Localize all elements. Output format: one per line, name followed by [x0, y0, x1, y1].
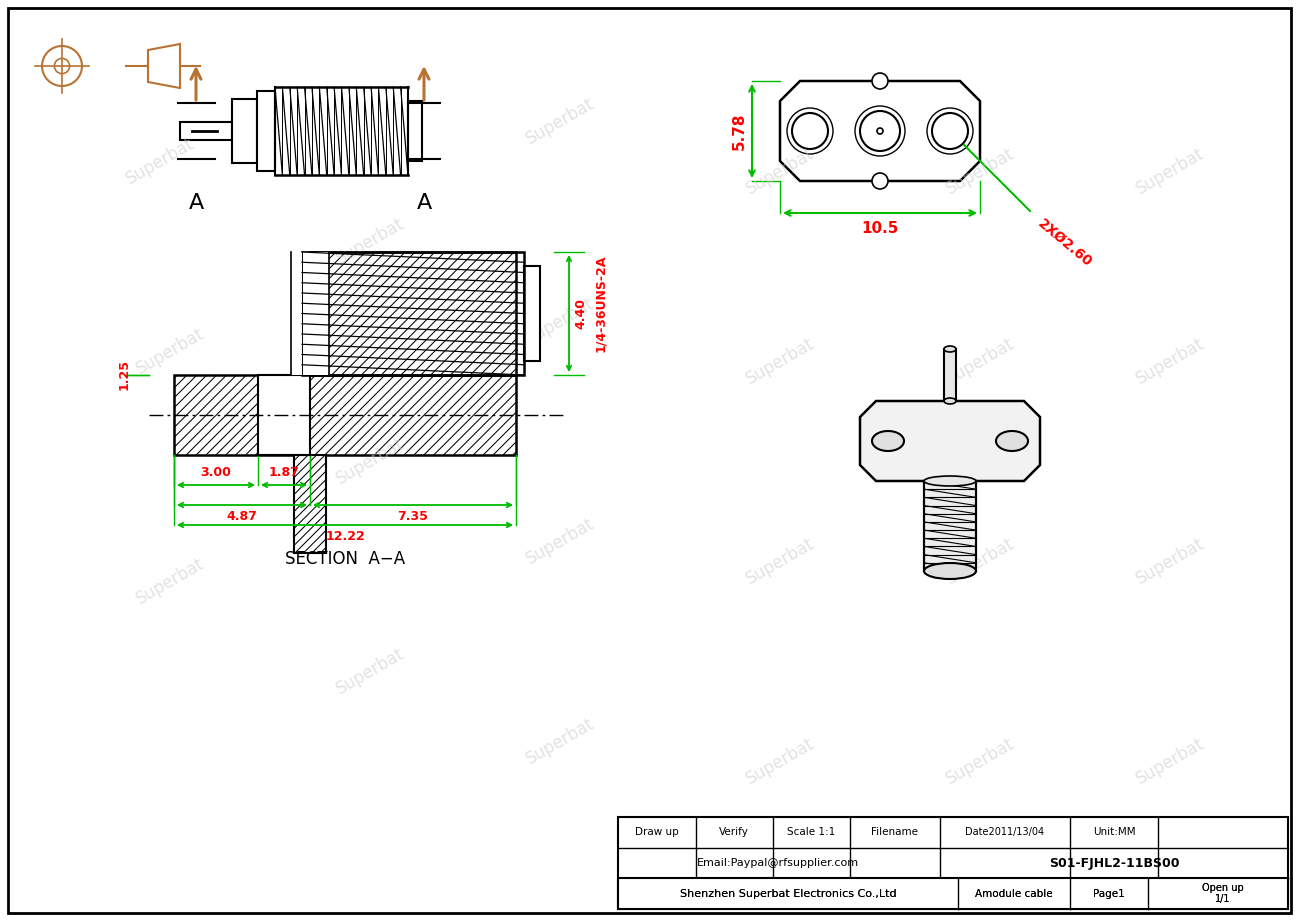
Text: Superbat: Superbat — [743, 734, 817, 787]
Circle shape — [860, 111, 900, 151]
Text: Superbat: Superbat — [1133, 534, 1207, 588]
Text: Superbat: Superbat — [943, 534, 1017, 588]
Text: Unit:MM: Unit:MM — [1092, 827, 1135, 837]
Text: Draw up: Draw up — [635, 827, 679, 837]
Text: Amodule cable: Amodule cable — [976, 889, 1052, 899]
Text: Scale 1:1: Scale 1:1 — [787, 827, 835, 837]
Text: Amodule cable: Amodule cable — [976, 889, 1052, 899]
Ellipse shape — [944, 398, 956, 404]
Text: Superbat: Superbat — [522, 295, 598, 348]
Ellipse shape — [872, 431, 904, 451]
Text: Superbat: Superbat — [522, 514, 598, 567]
Circle shape — [931, 113, 968, 149]
Bar — [944, 349, 956, 401]
Text: Superbat: Superbat — [943, 145, 1017, 198]
Ellipse shape — [996, 431, 1028, 451]
Text: Superbat: Superbat — [522, 715, 598, 768]
Text: Drawing: Drawing — [1087, 889, 1130, 899]
Text: Superbat: Superbat — [1133, 334, 1207, 388]
Text: Open up
1/1: Open up 1/1 — [1202, 883, 1244, 904]
Text: A: A — [417, 193, 431, 213]
Text: Open up
1/1: Open up 1/1 — [1202, 883, 1244, 904]
Circle shape — [872, 73, 889, 89]
Text: 12.22: 12.22 — [325, 530, 365, 543]
Bar — [259, 375, 310, 455]
Polygon shape — [779, 81, 979, 181]
Bar — [257, 91, 275, 171]
Polygon shape — [860, 401, 1040, 481]
Text: Superbat: Superbat — [743, 534, 817, 588]
Bar — [523, 266, 540, 361]
Text: Superbat: Superbat — [743, 145, 817, 198]
Circle shape — [792, 113, 827, 149]
Text: SECTION  A−A: SECTION A−A — [284, 550, 405, 568]
Bar — [233, 99, 257, 163]
Text: S01-FJHL2-11BS00: S01-FJHL2-11BS00 — [1048, 857, 1179, 869]
Text: 4.87: 4.87 — [226, 510, 257, 523]
Text: Superbat: Superbat — [333, 215, 408, 268]
Text: Verify: Verify — [720, 827, 750, 837]
Bar — [618, 817, 1289, 909]
Text: Page1: Page1 — [1094, 889, 1125, 899]
Text: 1.87: 1.87 — [269, 466, 300, 479]
Bar — [174, 375, 516, 455]
Text: Shenzhen Superbat Electronics Co.,Ltd: Shenzhen Superbat Electronics Co.,Ltd — [679, 889, 896, 899]
Text: Date2011/13/04: Date2011/13/04 — [965, 827, 1044, 837]
Text: Superbat: Superbat — [333, 645, 408, 698]
Bar — [310, 252, 516, 375]
Bar — [618, 879, 1289, 909]
Text: Email:Paypal@rfsupplier.com: Email:Paypal@rfsupplier.com — [698, 858, 859, 868]
Text: Company Website: www.rfsupplier.com: Company Website: www.rfsupplier.com — [685, 889, 870, 898]
Text: 2XØ2.60: 2XØ2.60 — [1035, 216, 1095, 269]
Text: Superbat: Superbat — [122, 134, 197, 188]
Ellipse shape — [924, 563, 976, 579]
Text: Superbat: Superbat — [1133, 734, 1207, 787]
Text: Superbat: Superbat — [1133, 145, 1207, 198]
Text: Superbat: Superbat — [743, 334, 817, 388]
Text: Shenzhen Superbat Electronics Co.,Ltd: Shenzhen Superbat Electronics Co.,Ltd — [679, 889, 896, 899]
Text: Superbat: Superbat — [943, 334, 1017, 388]
Text: A: A — [188, 193, 204, 213]
Text: 7.35: 7.35 — [397, 510, 429, 523]
Text: 3.00: 3.00 — [200, 466, 231, 479]
Text: 1.25: 1.25 — [118, 359, 131, 391]
Bar — [291, 252, 329, 375]
Text: Qinxianfeng: Qinxianfeng — [1172, 889, 1234, 899]
Text: 10.5: 10.5 — [861, 221, 899, 236]
Text: Superbat: Superbat — [943, 734, 1017, 787]
Text: Superbat: Superbat — [522, 94, 598, 147]
Ellipse shape — [924, 476, 976, 486]
Text: Superbat: Superbat — [132, 324, 208, 378]
Text: Superbat: Superbat — [333, 435, 408, 488]
Text: Filename: Filename — [872, 827, 918, 837]
Bar — [924, 481, 976, 571]
Bar — [181, 122, 233, 140]
Circle shape — [872, 173, 889, 189]
Text: TEL 8613923809471: TEL 8613923809471 — [965, 889, 1063, 898]
Text: 1/4-36UNS-2A: 1/4-36UNS-2A — [594, 255, 607, 352]
Text: 4.40: 4.40 — [574, 298, 587, 329]
Bar — [301, 252, 523, 375]
Bar — [294, 455, 326, 553]
Text: 5.78: 5.78 — [733, 112, 747, 150]
Bar — [408, 101, 422, 161]
Ellipse shape — [944, 346, 956, 352]
Text: Superbat: Superbat — [132, 554, 208, 608]
Text: Page1: Page1 — [1094, 889, 1125, 899]
